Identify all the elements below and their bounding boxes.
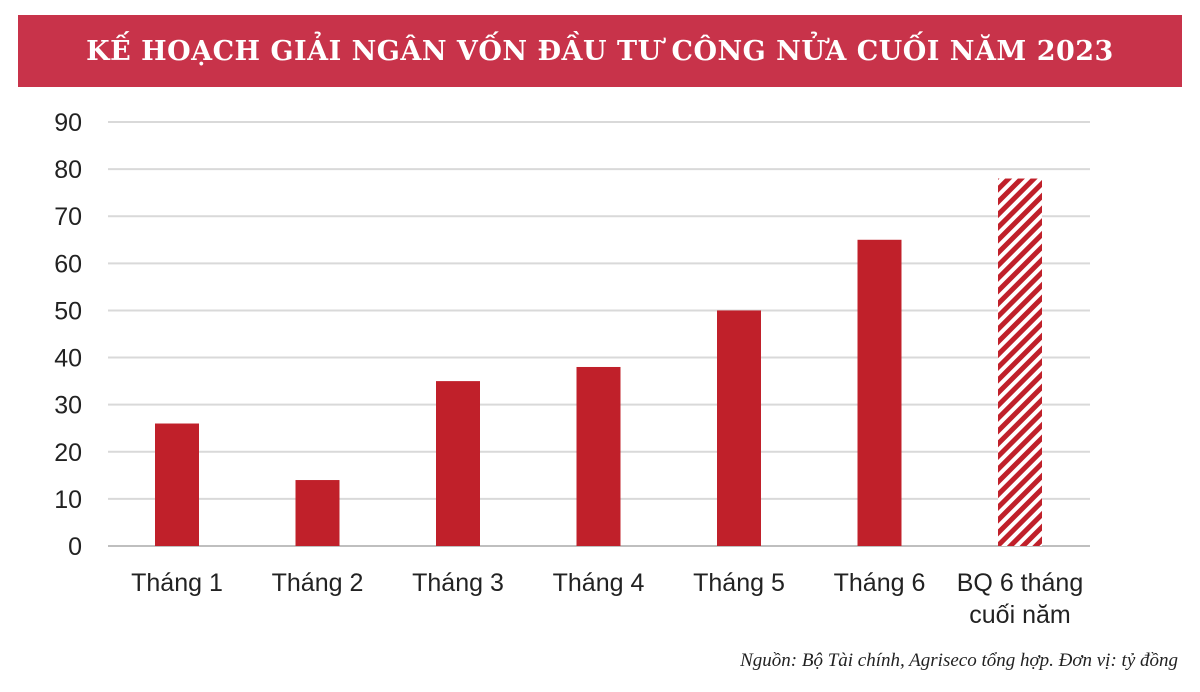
y-tick-label: 60 — [54, 250, 82, 278]
bar — [295, 480, 340, 546]
chart-title: KẾ HOẠCH GIẢI NGÂN VỐN ĐẦU TƯ CÔNG NỬA C… — [86, 35, 1114, 67]
bar — [576, 366, 621, 546]
x-tick-label: Tháng 2 — [272, 569, 364, 597]
y-tick-label: 70 — [54, 203, 82, 231]
bar — [155, 423, 199, 546]
bar — [998, 178, 1042, 547]
x-tick-label: Tháng 5 — [693, 569, 785, 597]
y-tick-label: 40 — [54, 345, 82, 373]
x-tick-label: cuối năm — [969, 601, 1070, 629]
source-note: Nguồn: Bộ Tài chính, Agriseco tổng hợp. … — [740, 650, 1178, 671]
y-tick-label: 0 — [68, 533, 82, 561]
x-tick-label: Tháng 3 — [412, 569, 504, 597]
y-tick-label: 80 — [54, 156, 82, 184]
x-tick-label: Tháng 4 — [553, 569, 645, 597]
bar — [857, 239, 902, 546]
y-tick-label: 90 — [54, 109, 82, 137]
y-tick-label: 50 — [54, 297, 82, 325]
title-banner: KẾ HOẠCH GIẢI NGÂN VỐN ĐẦU TƯ CÔNG NỬA C… — [18, 15, 1182, 87]
y-tick-label: 10 — [54, 486, 82, 514]
y-tick-label: 30 — [54, 392, 82, 420]
x-tick-label: Tháng 6 — [834, 569, 926, 597]
y-tick-label: 20 — [54, 439, 82, 467]
x-tick-label: BQ 6 tháng — [957, 569, 1083, 597]
bar — [717, 310, 761, 546]
bar — [436, 381, 480, 546]
x-tick-label: Tháng 1 — [131, 569, 223, 597]
